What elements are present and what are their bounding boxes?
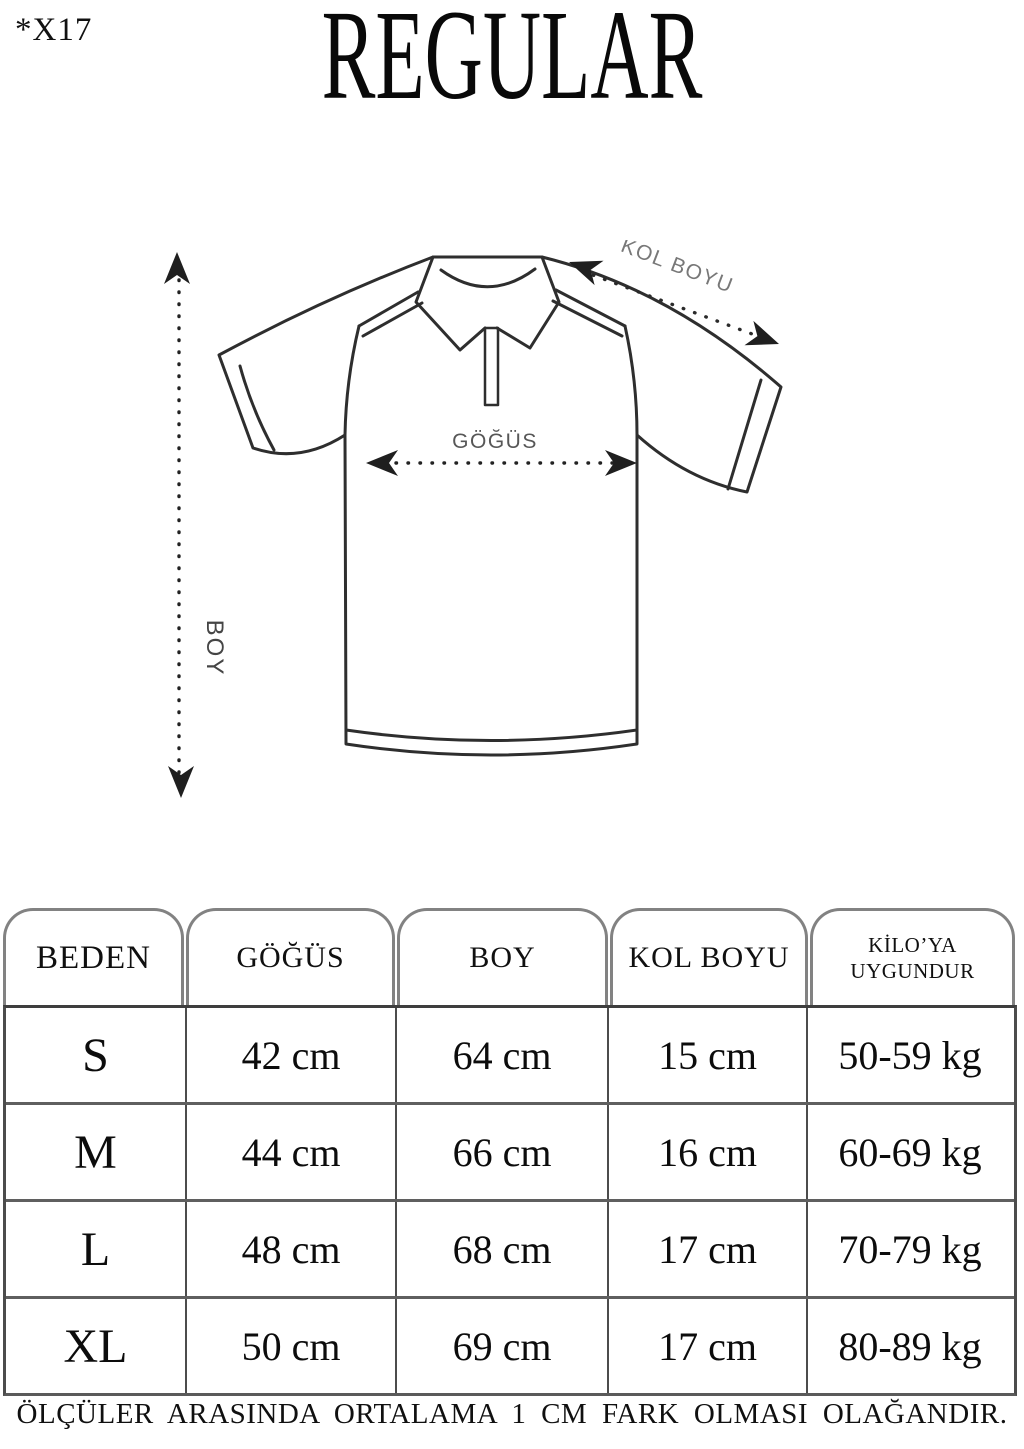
chest-measure: GÖĞÜS bbox=[366, 430, 637, 476]
shirt-placket bbox=[483, 326, 500, 407]
cell-length: 64 cm bbox=[397, 1008, 609, 1102]
table-row-s: S 42 cm 64 cm 15 cm 50-59 kg bbox=[6, 1008, 1014, 1105]
shirt-shoulder-seam-left bbox=[357, 290, 424, 338]
shirt-armhole-right bbox=[623, 324, 639, 437]
header-gogus: GÖĞÜS bbox=[186, 908, 395, 1005]
header-beden: BEDEN bbox=[3, 908, 184, 1005]
cell-weight: 70-79 kg bbox=[838, 1226, 982, 1272]
arrow-left-icon bbox=[366, 450, 398, 476]
arrow-upleft-icon bbox=[569, 260, 604, 286]
table-row-l: L 48 cm 68 cm 17 cm 70-79 kg bbox=[6, 1202, 1014, 1299]
arrow-right-icon bbox=[605, 450, 637, 476]
cell-sleeve: 16 cm bbox=[609, 1105, 808, 1199]
arrow-downright-icon bbox=[744, 320, 779, 346]
shirt-collar bbox=[414, 255, 561, 352]
header-kiloya-uygundur: KİLO’YA UYGUNDUR bbox=[810, 908, 1015, 1005]
size-table: BEDEN GÖĞÜS BOY KOL BOYU KİLO’YA UYGUNDU… bbox=[3, 908, 1017, 1396]
cell-size: S bbox=[6, 1008, 187, 1102]
cell-size: M bbox=[6, 1105, 187, 1199]
tolerance-note: ÖLÇÜLER ARASINDA ORTALAMA 1 CM FARK OLMA… bbox=[16, 1398, 1008, 1430]
header-boy: BOY bbox=[397, 908, 608, 1005]
cell-chest: 50 cm bbox=[187, 1299, 397, 1393]
shirt-armhole-left bbox=[343, 324, 361, 437]
shirt-collar-fold bbox=[439, 267, 537, 289]
table-row-xl: XL 50 cm 69 cm 17 cm 80-89 kg bbox=[6, 1299, 1014, 1393]
cell-weight: 80-89 kg bbox=[838, 1323, 982, 1369]
cell-sleeve: 17 cm bbox=[609, 1299, 808, 1393]
cell-length: 69 cm bbox=[397, 1299, 609, 1393]
cell-chest: 48 cm bbox=[187, 1202, 397, 1296]
cell-chest: 44 cm bbox=[187, 1105, 397, 1199]
polo-shirt-drawing: BOY GÖĞÜS KOL BOYU bbox=[164, 240, 783, 798]
cell-length: 66 cm bbox=[397, 1105, 609, 1199]
polo-shirt-measurement-diagram: BOY GÖĞÜS KOL BOYU bbox=[150, 240, 830, 810]
style-code: *X17 bbox=[15, 12, 93, 48]
sleeve-measure: KOL BOYU bbox=[569, 240, 779, 346]
size-table-header: BEDEN GÖĞÜS BOY KOL BOYU KİLO’YA UYGUNDU… bbox=[3, 908, 1017, 1005]
header-kol-boyu: KOL BOYU bbox=[610, 908, 808, 1005]
cell-chest: 42 cm bbox=[187, 1008, 397, 1102]
shirt-cuff-left bbox=[238, 364, 276, 452]
arrow-up-icon bbox=[164, 252, 190, 284]
cell-sleeve: 17 cm bbox=[609, 1202, 808, 1296]
page-title: REGULAR bbox=[321, 0, 703, 126]
shirt-hem-line bbox=[344, 728, 639, 742]
chest-label: GÖĞÜS bbox=[452, 430, 538, 453]
cell-weight: 50-59 kg bbox=[838, 1032, 982, 1078]
size-table-body: S 42 cm 64 cm 15 cm 50-59 kg M 44 cm 66 … bbox=[3, 1005, 1017, 1396]
shirt-shoulder-seam-right bbox=[551, 288, 627, 338]
length-measure: BOY bbox=[164, 252, 228, 798]
cell-weight: 60-69 kg bbox=[838, 1129, 982, 1175]
cell-length: 68 cm bbox=[397, 1202, 609, 1296]
cell-size: XL bbox=[6, 1299, 187, 1393]
shirt-cuff-right bbox=[726, 378, 763, 491]
shirt-body-outline bbox=[217, 255, 783, 757]
length-label: BOY bbox=[201, 620, 228, 677]
table-row-m: M 44 cm 66 cm 16 cm 60-69 kg bbox=[6, 1105, 1014, 1202]
arrow-down-icon bbox=[168, 766, 194, 798]
cell-sleeve: 15 cm bbox=[609, 1008, 808, 1102]
cell-size: L bbox=[6, 1202, 187, 1296]
